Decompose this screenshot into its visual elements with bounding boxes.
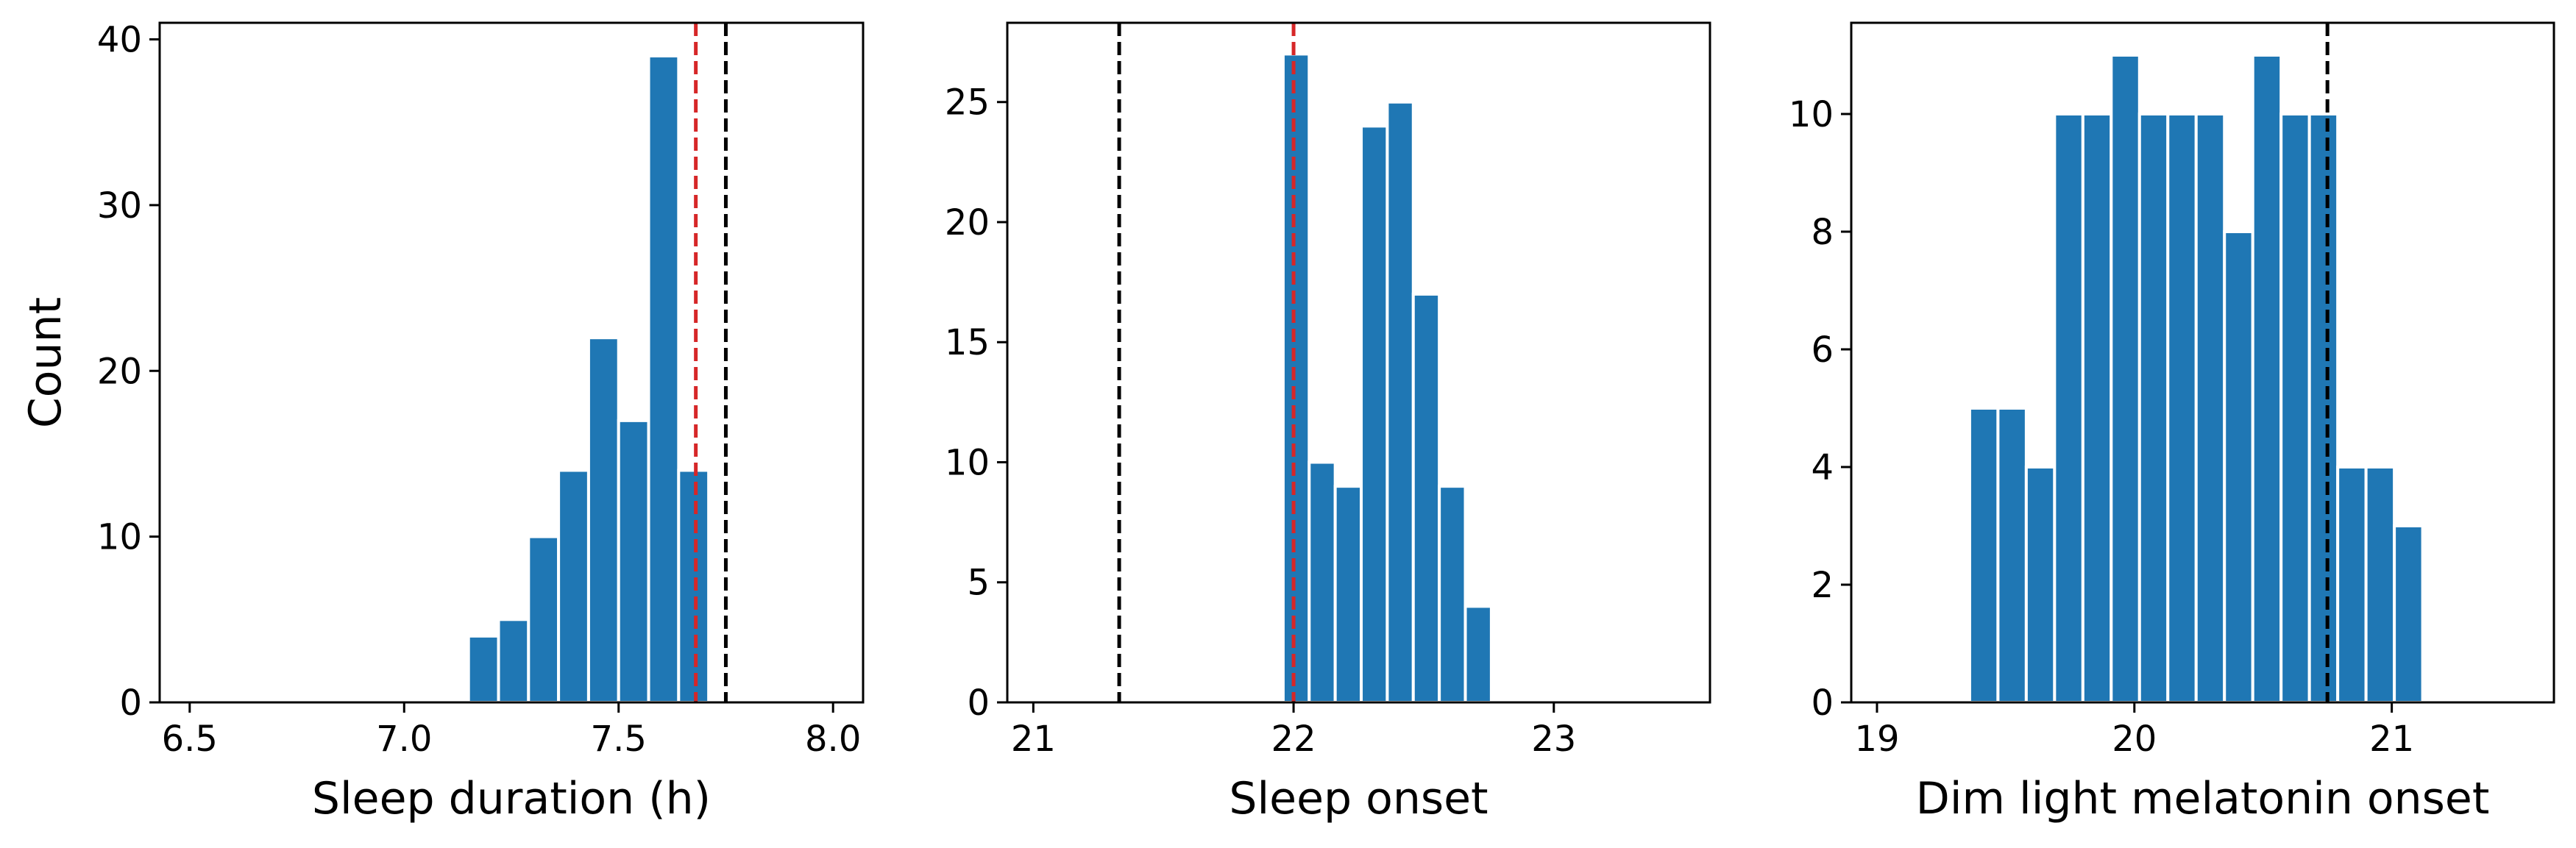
sleep-onset-x-tick-label: 22 — [1271, 719, 1316, 760]
sleep-onset-bar — [1281, 52, 1311, 704]
sleep-onset-y-tick-label: 10 — [945, 442, 990, 483]
dlmo-bar — [2024, 466, 2057, 704]
sleep-onset-bar — [1385, 100, 1415, 704]
sleep-duration-bar — [586, 336, 620, 704]
dlmo-bar — [2081, 113, 2113, 704]
dlmo-y-tick-label: 4 — [1811, 447, 1834, 488]
dlmo-y-tick-label: 6 — [1811, 329, 1834, 371]
sleep-duration-y-tick-label: 20 — [97, 351, 142, 392]
sleep-duration-y-axis-label: Count — [20, 297, 71, 428]
sleep-duration-axes-frame — [158, 21, 865, 704]
dlmo-axes-frame — [1850, 21, 2555, 704]
sleep-duration-bar — [677, 468, 711, 704]
sleep-onset-panel: 21 22 23 0 5 10 15 20 25 Sleep onset — [945, 21, 1711, 824]
sleep-duration-bar — [527, 535, 561, 705]
dlmo-bar — [2166, 113, 2198, 704]
sleep-duration-y-tick-label: 0 — [119, 683, 142, 724]
sleep-duration-x-tick-label: 6.5 — [162, 719, 218, 760]
dlmo-y-tick-label: 8 — [1811, 212, 1834, 253]
sleep-duration-x-tick-label: 8.0 — [805, 719, 861, 760]
sleep-duration-y-tick-label: 10 — [97, 517, 142, 558]
sleep-onset-y-tick-label: 15 — [945, 322, 990, 363]
sleep-onset-bar — [1333, 485, 1363, 705]
dlmo-x-tick-label: 20 — [2112, 719, 2157, 760]
sleep-duration-bar — [617, 418, 650, 704]
sleep-duration-x-axis-label: Sleep duration (h) — [312, 773, 711, 824]
sleep-onset-bar — [1463, 605, 1493, 704]
dlmo-bar — [2307, 113, 2340, 704]
dlmo-x-tick-label: 19 — [1854, 719, 1899, 760]
sleep-onset-y-tick-label: 20 — [945, 202, 990, 243]
sleep-duration-x-tick-label: 7.0 — [376, 719, 432, 760]
dlmo-bar — [1968, 407, 2000, 704]
sleep-duration-bar — [466, 634, 500, 704]
dlmo-bar — [2393, 524, 2424, 704]
sleep-onset-bar — [1411, 292, 1441, 704]
dlmo-x-tick-label: 21 — [2369, 719, 2414, 760]
sleep-onset-x-tick-label: 21 — [1011, 719, 1056, 760]
sleep-duration-y-tick-label: 40 — [97, 20, 142, 61]
sleep-duration-panel: 6.5 7.0 7.5 8.0 0 10 20 30 40 Sleep duration (h) C… — [20, 20, 865, 824]
dlmo-y-tick-label: 2 — [1811, 565, 1834, 606]
dlmo-bar — [2110, 54, 2141, 704]
sleep-onset-x-tick-label: 23 — [1531, 719, 1576, 760]
dlmo-x-axis-label: Dim light melatonin onset — [1916, 773, 2490, 824]
dlmo-bar — [1996, 407, 2028, 704]
dlmo-bar — [2251, 54, 2283, 704]
sleep-duration-bar — [647, 54, 681, 704]
sleep-duration-y-tick-label: 30 — [97, 185, 142, 227]
dlmo-bar — [2194, 113, 2226, 704]
sleep-onset-axes-frame — [1006, 21, 1711, 704]
sleep-onset-bar — [1360, 124, 1389, 705]
dlmo-bar — [2364, 466, 2396, 704]
sleep-onset-bar — [1307, 460, 1337, 704]
dlmo-bar — [2223, 230, 2254, 704]
dlmo-y-tick-label: 0 — [1811, 683, 1834, 724]
sleep-onset-y-tick-label: 25 — [945, 82, 990, 124]
dlmo-bar — [2279, 113, 2311, 704]
sleep-onset-y-tick-label: 0 — [967, 683, 990, 724]
sleep-onset-bar — [1438, 485, 1467, 705]
sleep-duration-bar — [557, 468, 590, 704]
dlmo-bar — [2053, 113, 2084, 704]
sleep-duration-x-tick-label: 7.5 — [591, 719, 647, 760]
sleep-onset-x-axis-label: Sleep onset — [1229, 773, 1488, 824]
sleep-onset-y-tick-label: 5 — [967, 563, 990, 604]
dlmo-y-tick-label: 10 — [1789, 94, 1834, 135]
dlmo-panel: 19 20 21 0 2 4 6 8 10 Dim light melatonin onset — [1789, 21, 2555, 824]
sleep-duration-bar — [497, 618, 531, 705]
dlmo-bar — [2336, 466, 2368, 704]
dlmo-bar — [2137, 113, 2170, 704]
